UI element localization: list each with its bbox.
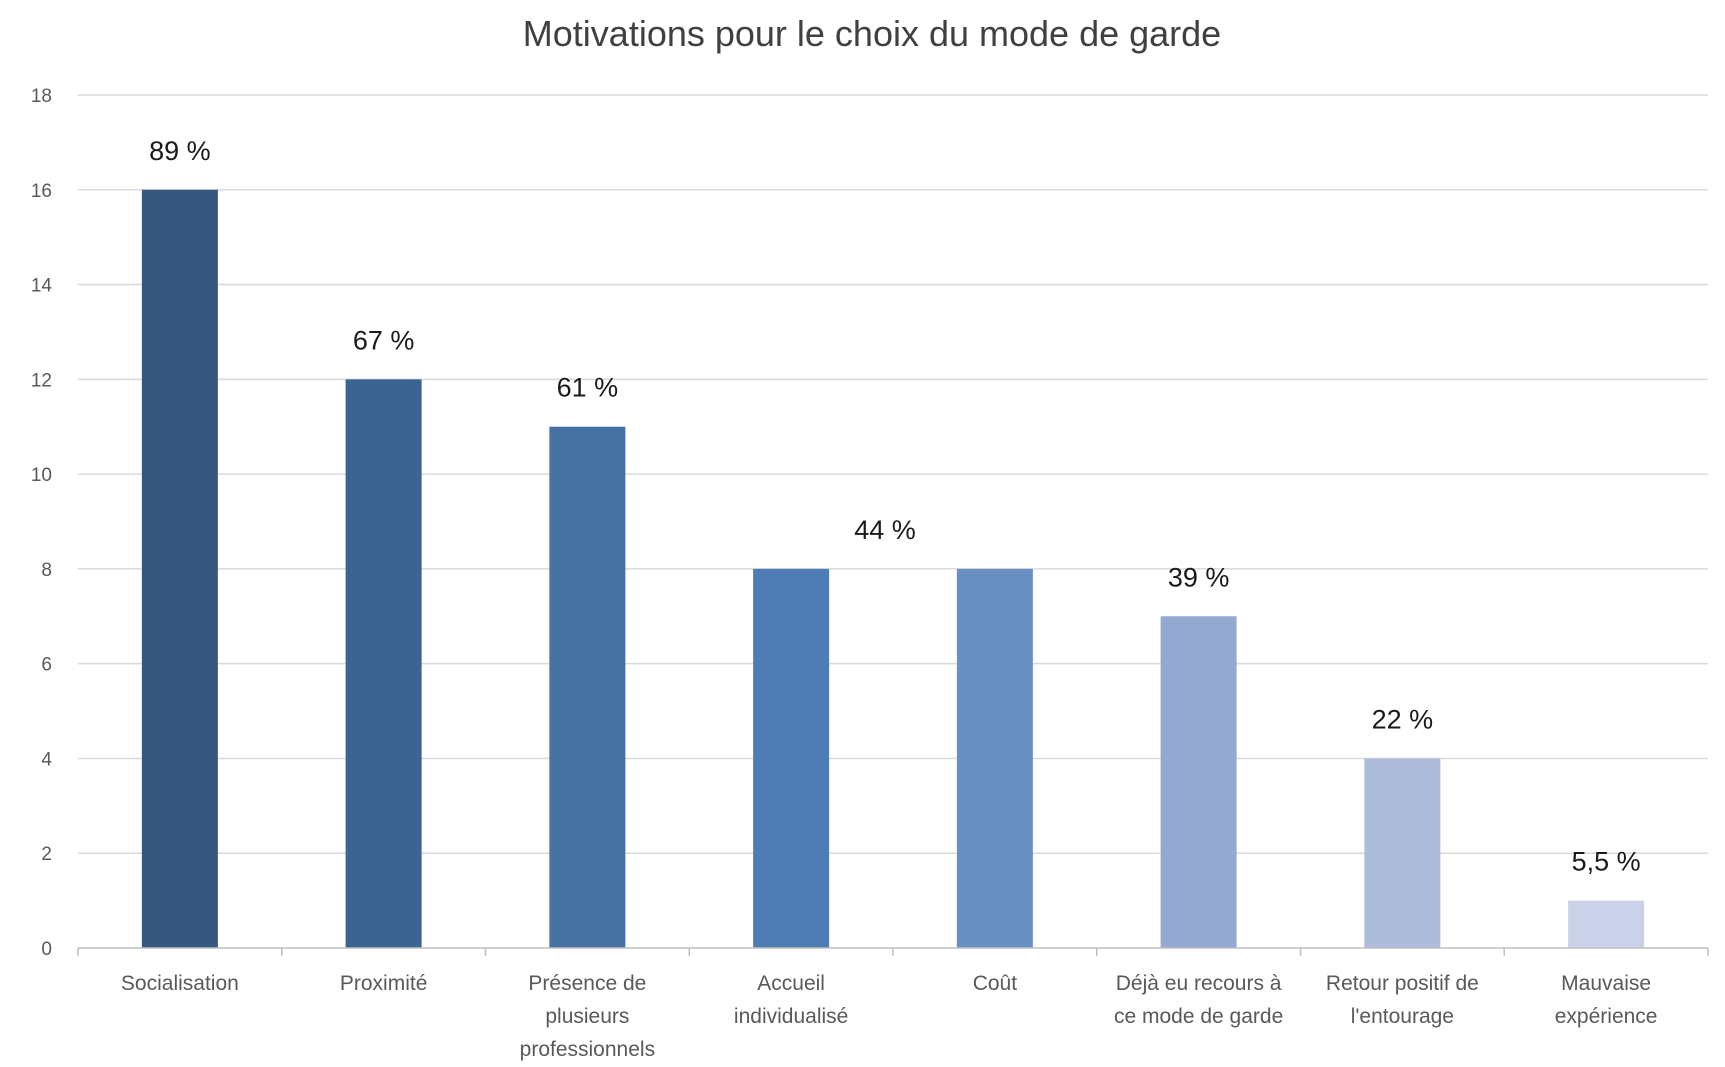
x-tick-label: Retour positif de l'entourage <box>1326 972 1479 1028</box>
data-label: 61 % <box>557 373 619 403</box>
data-labels: 89 % 67 % 61 % 44 % 39 % 22 % 5,5 % <box>149 136 1641 877</box>
x-tick-label-line: Accueil <box>757 972 825 995</box>
bar <box>956 568 1033 948</box>
x-tick-label: Proximité <box>340 972 428 995</box>
bar <box>345 379 422 948</box>
x-tick-label-line: individualisé <box>734 1005 848 1028</box>
y-tick-label: 16 <box>31 181 52 202</box>
x-tick-label: Déjà eu recours à ce mode de garde <box>1114 972 1283 1028</box>
x-tick-label: Présence de plusieurs professionnels <box>520 972 655 1061</box>
x-tick-label: Accueil individualisé <box>734 972 848 1028</box>
y-tick-label: 12 <box>31 370 52 391</box>
x-axis: Socialisation Proximité Présence de plusieu… <box>77 947 1709 1061</box>
bars <box>141 189 1645 948</box>
y-tick-label: 4 <box>41 749 52 770</box>
data-label: 44 % <box>854 515 916 545</box>
x-tick-label-line: ce mode de garde <box>1114 1005 1283 1028</box>
data-label: 5,5 % <box>1572 847 1641 877</box>
bar <box>1160 616 1237 948</box>
bar <box>1568 900 1645 948</box>
data-label: 39 % <box>1168 562 1230 592</box>
x-tick-label: Coût <box>973 972 1018 995</box>
data-label: 67 % <box>353 325 415 355</box>
gridlines <box>78 94 1708 854</box>
chart-title: Motivations pour le choix du mode de gar… <box>523 13 1221 54</box>
bar <box>141 189 218 948</box>
x-tick-label: Socialisation <box>121 972 239 995</box>
y-tick-label: 14 <box>31 276 53 297</box>
x-tick-label-line: Retour positif de <box>1326 972 1479 995</box>
x-tick-label-line: Coût <box>973 972 1018 995</box>
bar <box>1364 758 1441 948</box>
x-tick-label-line: plusieurs <box>545 1005 629 1028</box>
y-tick-label: 2 <box>41 844 52 865</box>
y-tick-label: 10 <box>31 465 52 486</box>
x-tick-label-line: Déjà eu recours à <box>1116 972 1282 995</box>
y-tick-label: 18 <box>31 86 52 107</box>
x-tick-label-line: l'entourage <box>1351 1005 1454 1028</box>
y-axis-ticks: 0 2 4 6 8 10 12 14 16 18 <box>31 86 53 960</box>
x-tick-label-line: Présence de <box>528 972 646 995</box>
x-tick-label-line: Socialisation <box>121 972 239 995</box>
x-tick-label-line: Proximité <box>340 972 428 995</box>
x-tick-label-line: professionnels <box>520 1038 655 1061</box>
x-tick-label-line: expérience <box>1555 1005 1658 1028</box>
data-label: 89 % <box>149 136 211 166</box>
y-tick-label: 6 <box>41 655 52 676</box>
y-tick-label: 8 <box>41 560 52 581</box>
x-tick-label-line: Mauvaise <box>1561 972 1651 995</box>
bar <box>549 426 626 948</box>
x-tick-label: Mauvaise expérience <box>1555 972 1658 1028</box>
bar <box>753 568 830 948</box>
y-tick-label: 0 <box>41 939 52 960</box>
data-label: 22 % <box>1372 704 1434 734</box>
